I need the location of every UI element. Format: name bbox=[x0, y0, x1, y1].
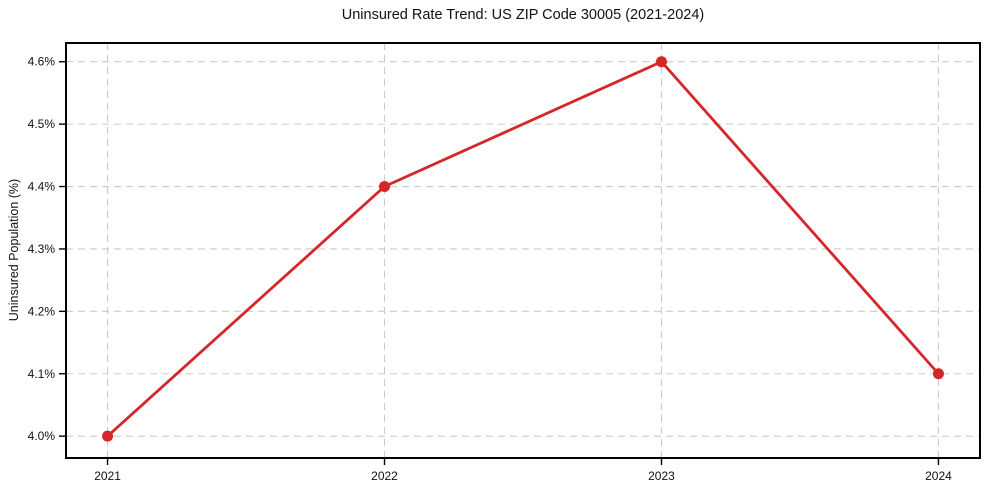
x-tick-label: 2022 bbox=[371, 469, 398, 483]
data-point bbox=[379, 181, 391, 193]
y-tick-label: 4.6% bbox=[28, 55, 56, 69]
y-tick-label: 4.3% bbox=[28, 242, 56, 256]
axes-box bbox=[65, 42, 981, 459]
trend-line bbox=[106, 60, 940, 438]
data-point bbox=[102, 430, 114, 442]
x-tick-label: 2023 bbox=[648, 469, 675, 483]
x-tick-label: 2024 bbox=[925, 469, 952, 483]
chart-title: Uninsured Rate Trend: US ZIP Code 30005 … bbox=[341, 7, 705, 23]
y-tick-label: 4.0% bbox=[28, 429, 56, 443]
y-tick-label: 4.2% bbox=[28, 304, 56, 318]
y-tick-label: 4.5% bbox=[28, 117, 56, 131]
data-point bbox=[932, 368, 944, 380]
y-tick-label: 4.1% bbox=[28, 367, 56, 381]
y-tick-label: 4.4% bbox=[28, 180, 56, 194]
data-point bbox=[655, 56, 667, 68]
x-tick-label: 2021 bbox=[94, 469, 121, 483]
